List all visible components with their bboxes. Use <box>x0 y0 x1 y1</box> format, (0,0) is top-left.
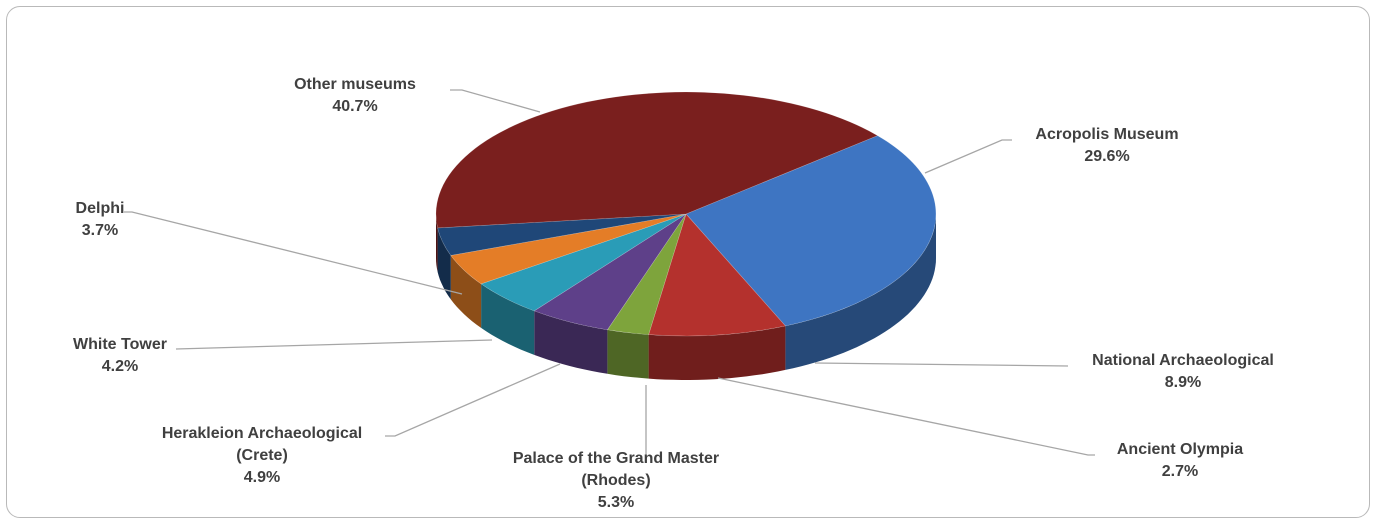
label-ancient-olympia: Ancient Olympia 2.7% <box>1095 439 1265 483</box>
label-other-museums: Other museums 40.7% <box>260 74 450 118</box>
label-acropolis-museum: Acropolis Museum 29.6% <box>1012 124 1202 168</box>
label-palace-grand-master: Palace of the Grand Master (Rhodes) 5.3% <box>486 448 746 514</box>
slice-label-name: Palace of the Grand Master <box>512 450 720 467</box>
slice-label-name-line2: (Crete) <box>236 447 288 464</box>
slice-label-name: Delphi <box>75 200 125 217</box>
slice-label-name: Herakleion Archaeological <box>161 425 363 442</box>
pie-slice <box>480 213 687 312</box>
pie-slice <box>606 213 687 335</box>
pie-slice-side <box>450 255 482 328</box>
pie-slice <box>533 213 687 331</box>
slice-label-percent: 4.2% <box>101 358 139 375</box>
leader-line <box>175 339 493 350</box>
pie-slice-side <box>648 325 786 380</box>
leader-line <box>450 89 541 113</box>
leader-line <box>385 363 561 437</box>
label-delphi: Delphi 3.7% <box>60 198 140 242</box>
pie-slice-side <box>437 227 451 300</box>
pie-slice <box>437 213 687 256</box>
slice-label-percent: 5.3% <box>597 494 635 511</box>
label-herakleion-archaeological: Herakleion Archaeological (Crete) 4.9% <box>137 423 387 489</box>
slice-label-percent: 29.6% <box>1084 148 1130 165</box>
leader-line <box>124 211 463 295</box>
pie-slice-side <box>785 214 936 370</box>
pie-slice-side <box>534 310 608 374</box>
slice-label-name: Other museums <box>294 76 416 93</box>
pie-slice <box>450 213 687 285</box>
pie-side-layer <box>436 214 936 380</box>
leader-line <box>814 362 1069 367</box>
leader-line <box>924 139 1012 174</box>
slice-label-percent: 8.9% <box>1164 374 1202 391</box>
slice-label-percent: 4.9% <box>243 469 281 486</box>
slice-label-name: White Tower <box>73 336 167 353</box>
slice-label-percent: 40.7% <box>332 98 378 115</box>
pie-slice-side <box>436 214 438 272</box>
slice-label-percent: 3.7% <box>81 222 119 239</box>
leader-lines <box>124 89 1095 458</box>
slice-label-name: Ancient Olympia <box>1116 441 1244 458</box>
pie-slice <box>435 91 879 229</box>
pie-slice-side <box>481 283 535 355</box>
pie-slice <box>685 135 937 327</box>
slice-label-name: Acropolis Museum <box>1035 126 1179 143</box>
pie-top-layer <box>435 91 937 337</box>
pie-slice-side <box>607 329 649 379</box>
label-white-tower: White Tower 4.2% <box>45 334 195 378</box>
slice-label-name: National Archaeological <box>1092 352 1274 369</box>
slice-label-percent: 2.7% <box>1161 463 1199 480</box>
slice-label-name-line2: (Rhodes) <box>581 472 651 489</box>
pie-slice <box>648 213 786 337</box>
leader-line <box>717 377 1095 456</box>
label-national-archaeological: National Archaeological 8.9% <box>1068 350 1298 394</box>
